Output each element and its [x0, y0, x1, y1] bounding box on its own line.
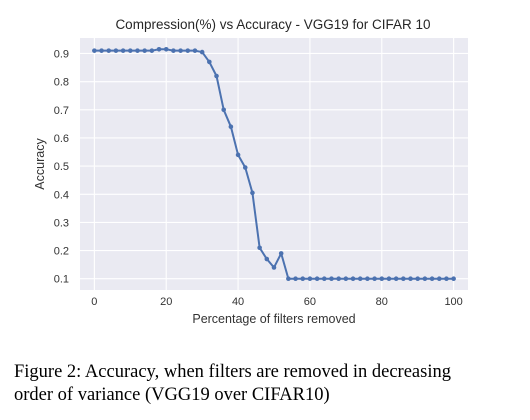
data-point — [429, 276, 435, 282]
data-point — [142, 48, 147, 53]
accuracy-series — [92, 46, 456, 282]
data-point — [207, 59, 212, 65]
data-point — [92, 48, 97, 53]
data-point — [192, 48, 198, 53]
y-tick-label: 0.9 — [54, 48, 69, 60]
x-tick-labels: 0 20 40 60 80 100 — [91, 296, 463, 308]
data-point — [214, 73, 219, 79]
data-point — [99, 48, 104, 53]
figure-caption: Figure 2: Accuracy, when filters are rem… — [14, 361, 526, 407]
caption-line-2: order of variance (VGG19 over CIFAR10) — [14, 385, 330, 405]
data-point — [120, 48, 126, 53]
y-tick-label: 0.6 — [54, 133, 69, 145]
data-point — [286, 276, 291, 282]
data-point — [199, 49, 205, 55]
y-tick-labels: 0.1 0.2 0.3 0.4 0.5 0.6 0.7 0.8 0.9 — [54, 48, 69, 285]
data-point — [444, 276, 449, 282]
x-tick-label: 20 — [160, 296, 172, 308]
x-tick-label: 80 — [376, 296, 388, 308]
data-point — [113, 48, 119, 53]
data-point — [257, 245, 262, 251]
y-tick-label: 0.3 — [54, 217, 69, 229]
data-point — [300, 276, 306, 282]
x-tick-label: 60 — [304, 296, 316, 308]
data-point — [365, 276, 370, 282]
data-point — [451, 276, 456, 282]
y-tick-label: 0.5 — [54, 161, 69, 173]
data-point — [228, 124, 234, 129]
x-tick-label: 40 — [232, 296, 244, 308]
data-point — [408, 276, 413, 282]
data-point — [422, 276, 428, 282]
data-point — [379, 276, 385, 282]
data-point — [271, 265, 277, 270]
x-tick-label: 0 — [91, 296, 97, 308]
x-axis-label: Percentage of filters removed — [192, 312, 355, 326]
data-point — [264, 256, 270, 262]
y-axis-label: Accuracy — [33, 138, 47, 190]
chart-title: Compression(%) vs Accuracy - VGG19 for C… — [115, 17, 430, 32]
data-point — [336, 276, 341, 282]
data-point — [321, 276, 327, 282]
data-point — [178, 48, 183, 53]
data-point — [314, 276, 320, 282]
data-point — [386, 276, 392, 282]
y-tick-label: 0.4 — [54, 189, 69, 201]
data-point — [401, 276, 406, 282]
data-point — [393, 276, 399, 282]
data-point — [415, 276, 421, 282]
data-point — [307, 276, 313, 282]
data-point — [221, 107, 227, 113]
data-point — [163, 46, 169, 52]
data-point — [372, 276, 377, 282]
plot-area — [80, 38, 468, 290]
y-tick-label: 0.2 — [54, 246, 69, 258]
y-tick-label: 0.8 — [54, 77, 69, 89]
data-point — [357, 276, 363, 282]
data-point — [293, 276, 298, 282]
data-point — [149, 48, 155, 53]
data-point — [436, 276, 442, 282]
y-tick-label: 0.1 — [54, 274, 69, 286]
data-point — [343, 276, 349, 282]
y-tick-label: 0.7 — [54, 105, 69, 117]
data-point — [135, 48, 140, 53]
caption-line-1: Figure 2: Accuracy, when filters are rem… — [14, 362, 451, 382]
grid-lines — [80, 38, 468, 290]
data-point — [350, 276, 356, 282]
data-point — [235, 152, 241, 158]
data-point — [329, 276, 334, 282]
data-point — [171, 48, 176, 53]
accuracy-chart: Compression(%) vs Accuracy - VGG19 for C… — [33, 17, 468, 326]
data-point — [106, 48, 112, 53]
x-tick-label: 100 — [444, 296, 462, 308]
data-point — [250, 190, 255, 196]
data-point — [127, 48, 133, 53]
data-point — [278, 251, 284, 256]
data-point — [242, 165, 248, 170]
data-point — [185, 48, 191, 53]
data-point — [156, 46, 162, 52]
